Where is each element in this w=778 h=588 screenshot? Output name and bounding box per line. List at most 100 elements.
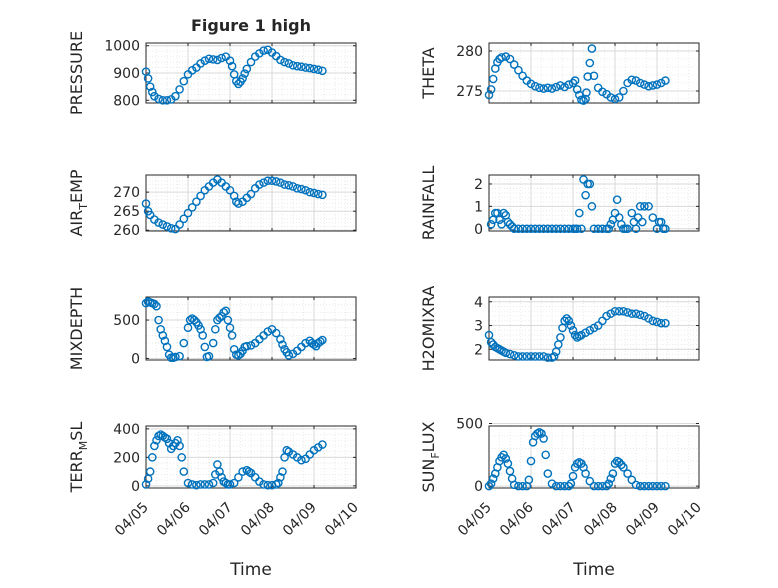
data-point <box>551 224 561 234</box>
data-point <box>486 479 496 488</box>
data-point <box>301 63 310 72</box>
data-point <box>593 321 603 330</box>
data-point <box>518 481 527 491</box>
data-point <box>509 480 519 490</box>
data-point <box>640 481 649 491</box>
data-point <box>200 342 210 352</box>
data-point <box>661 318 670 328</box>
subplot-1: 800 900 1000 PRESSURE <box>67 31 357 115</box>
data-point <box>229 478 239 488</box>
data-point <box>581 328 590 337</box>
data-point <box>652 80 662 89</box>
data-point <box>539 84 548 93</box>
data-point <box>229 191 239 201</box>
subplot-7: 0 200 400 04/05 04/06 04/07 04/08 04/09 04/10 TER… <box>67 422 362 540</box>
data-point <box>187 480 197 489</box>
data-point <box>158 331 168 340</box>
data-point <box>208 478 218 488</box>
data-point <box>606 93 616 102</box>
data-point <box>593 224 603 234</box>
data-point <box>246 341 256 350</box>
data-point <box>297 184 306 194</box>
data-point <box>518 352 527 361</box>
data-point <box>189 315 199 325</box>
subplot-8: 0 500 04/05 04/06 04/07 04/08 04/09 04/10 SUNFLU… <box>419 416 705 539</box>
data-point <box>564 224 574 234</box>
data-point <box>631 224 641 234</box>
data-point <box>539 224 548 234</box>
data-point <box>572 85 582 94</box>
data-point <box>175 351 184 361</box>
subplot-2: 275 280 THETA <box>419 42 700 105</box>
data-point <box>179 467 189 476</box>
data-point <box>518 224 527 234</box>
data-point <box>587 202 597 211</box>
data-point <box>204 480 214 489</box>
data-point <box>575 208 584 218</box>
data-point <box>614 93 624 102</box>
data-point <box>589 481 599 491</box>
x-tick-label: 04/06 <box>497 499 537 539</box>
data-point <box>152 435 161 445</box>
data-point <box>602 481 611 491</box>
data-point <box>614 458 624 467</box>
data-point <box>147 87 157 97</box>
y-axis-label: RAINFALL <box>419 166 438 241</box>
data-point <box>635 310 645 320</box>
data-point <box>183 478 193 488</box>
data-point <box>644 314 653 323</box>
data-point <box>566 479 576 488</box>
data-point <box>585 179 595 189</box>
data-point <box>501 348 511 358</box>
data-point <box>610 94 620 104</box>
data-point <box>589 224 599 234</box>
data-point <box>192 197 201 206</box>
data-point <box>633 213 643 222</box>
data-point <box>219 308 228 317</box>
data-point <box>175 85 184 94</box>
data-point <box>501 454 511 463</box>
data-point <box>556 81 565 90</box>
y-axis-label: TERRMSL <box>67 422 90 494</box>
data-point <box>530 224 540 234</box>
data-point <box>183 323 193 333</box>
data-point <box>238 74 247 83</box>
data-point <box>278 340 287 349</box>
data-point <box>509 60 519 69</box>
data-point <box>488 74 498 84</box>
data-point <box>640 311 649 321</box>
data-point <box>610 459 620 468</box>
data-point <box>234 199 243 208</box>
data-point <box>192 480 201 490</box>
x-tick-label: 04/05 <box>112 500 152 540</box>
data-point <box>204 351 214 361</box>
data-point <box>315 337 325 346</box>
y-axis-label: SUNFLUX <box>419 421 442 492</box>
data-point <box>158 220 168 229</box>
data-point <box>560 316 569 326</box>
data-point <box>587 44 597 53</box>
data-point <box>644 81 653 91</box>
data-point <box>656 481 666 491</box>
data-point <box>250 473 260 482</box>
data-point <box>179 214 189 224</box>
data-point <box>242 64 252 74</box>
data-point <box>644 481 653 491</box>
data-point <box>154 94 163 104</box>
axes-box <box>145 296 357 361</box>
axes-box <box>488 174 700 232</box>
data-point <box>535 83 544 93</box>
data-point <box>661 76 670 85</box>
data-point <box>187 203 197 212</box>
data-point <box>640 202 649 211</box>
data-point <box>486 219 496 229</box>
data-point <box>610 306 620 316</box>
data-point <box>309 188 319 198</box>
data-point <box>162 342 172 352</box>
data-point <box>227 331 237 340</box>
data-point <box>318 66 327 76</box>
data-point <box>259 46 268 55</box>
data-point <box>297 455 306 465</box>
data-point <box>543 353 553 362</box>
data-point <box>488 474 498 483</box>
